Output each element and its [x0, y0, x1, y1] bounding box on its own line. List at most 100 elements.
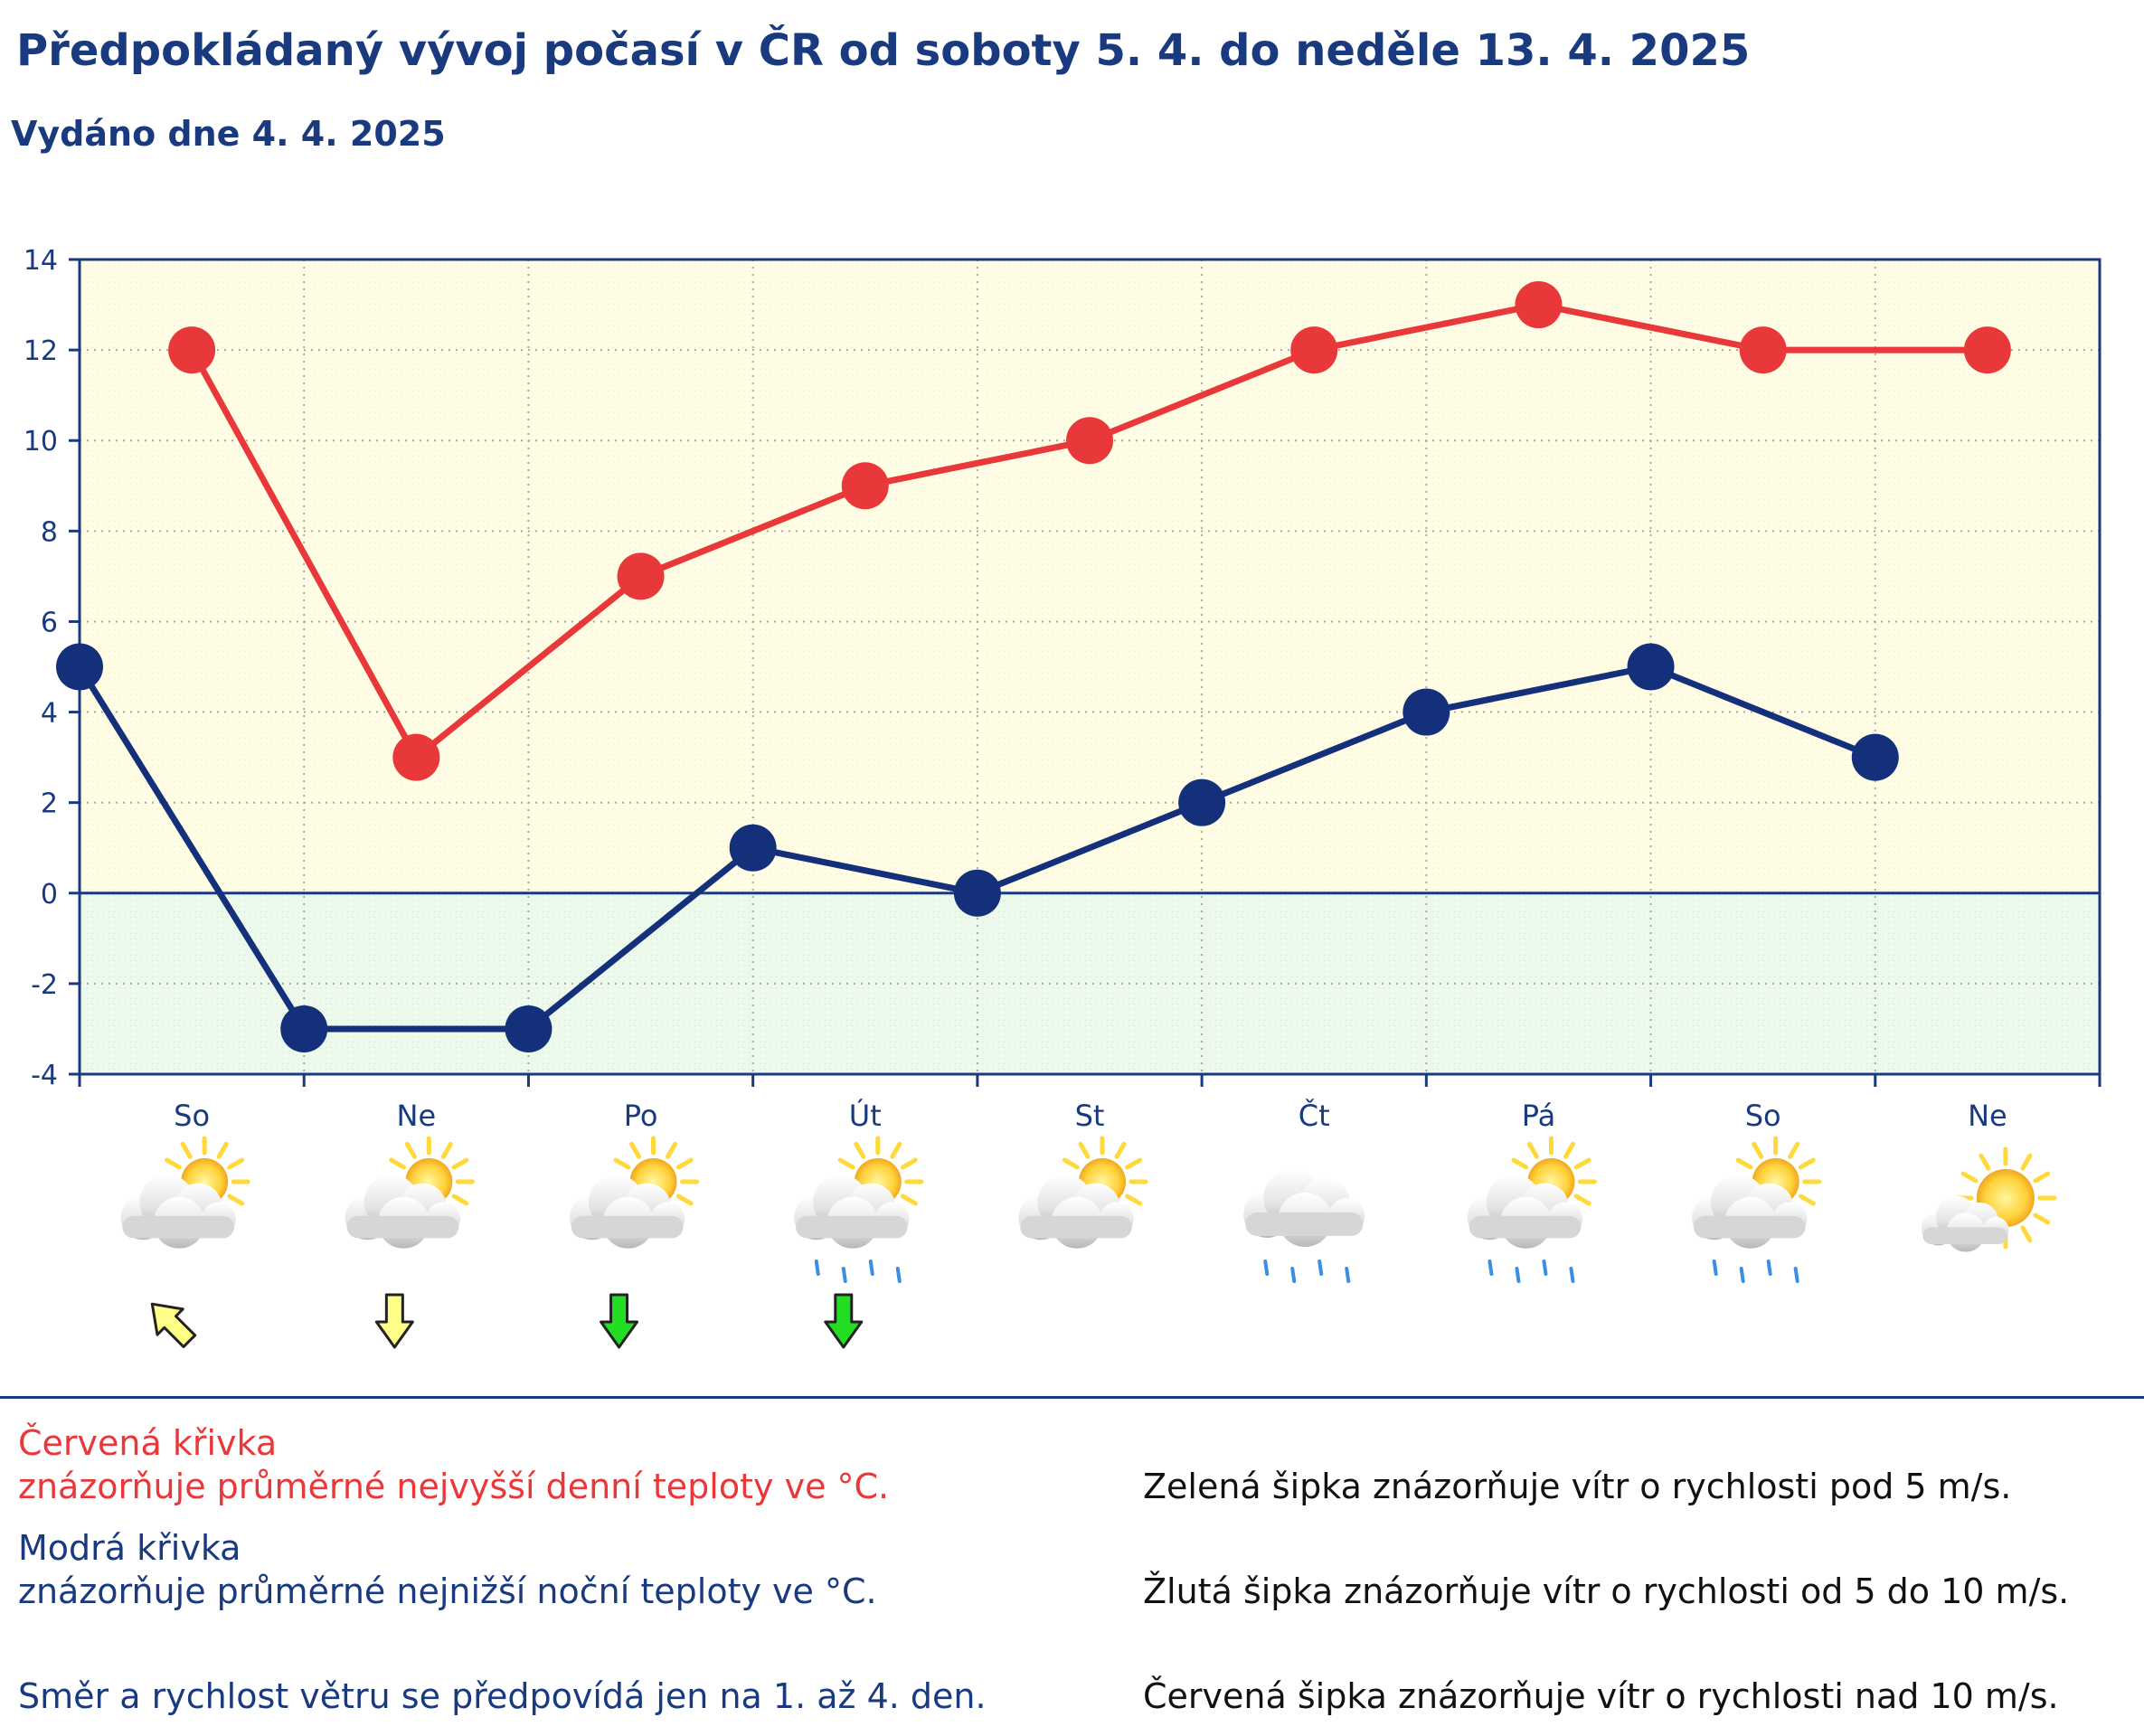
- legend-green-arrow: Zelená šipka znázorňuje vítr o rychlosti…: [1143, 1467, 2012, 1506]
- max-temp-point: [1515, 281, 1563, 329]
- partly-cloudy-icon: [569, 1136, 700, 1249]
- day-label: Čt: [1299, 1098, 1330, 1133]
- sun-ray: [675, 1157, 694, 1170]
- rain-drop: [1739, 1267, 1745, 1283]
- sun-ray: [1573, 1194, 1591, 1206]
- max-temp-point: [617, 552, 665, 600]
- page-title: Předpokládaný vývoj počasí v ČR od sobot…: [16, 25, 1751, 76]
- rain-drop: [1712, 1260, 1718, 1276]
- rain-drop: [1345, 1267, 1351, 1283]
- min-temp-point: [1403, 688, 1450, 736]
- temperature-chart: -4 -2 0 2 4 6 8 10 12 14 So Ne Po Út St Čt Pá So Ne: [24, 245, 2101, 1349]
- max-temp-point: [1290, 326, 1338, 374]
- min-temp-point: [729, 824, 777, 872]
- sun-ray: [900, 1157, 918, 1170]
- series-lines: [56, 281, 2011, 1052]
- y-tick-label: 4: [41, 698, 58, 730]
- rain-drop: [1569, 1267, 1575, 1283]
- wind-arrow-green: [824, 1293, 864, 1349]
- sun-ray: [613, 1157, 631, 1170]
- y-tick-label: -2: [31, 969, 58, 1001]
- y-tick-label: 0: [41, 879, 58, 910]
- max-temp-point: [841, 462, 889, 510]
- legend-blue-title: Modrá křivka: [18, 1528, 241, 1568]
- partly-cloudy-icon: [120, 1136, 250, 1249]
- legend-yellow-arrow: Žlutá šipka znázorňuje vítr o rychlosti …: [1143, 1571, 2070, 1611]
- sun-ray: [227, 1157, 245, 1170]
- legend-red-arrow: Červená šipka znázorňuje vítr o rychlost…: [1143, 1676, 2059, 1716]
- arrow-shape: [600, 1293, 639, 1349]
- sun-ray: [451, 1194, 469, 1206]
- sun-ray: [1526, 1141, 1539, 1159]
- cloud-base: [1922, 1227, 2007, 1245]
- sun-ray: [837, 1157, 855, 1170]
- sun-ray: [1062, 1157, 1080, 1170]
- sun-ray: [1078, 1141, 1091, 1159]
- max-temp-point: [1066, 417, 1113, 465]
- day-label: So: [174, 1099, 210, 1133]
- legend-red-title: Červená křivka: [18, 1423, 278, 1463]
- max-temp-point: [1963, 326, 2011, 374]
- mostly-sunny-icon: [1921, 1146, 2057, 1252]
- sun-ray: [227, 1194, 245, 1206]
- sun-ray: [2020, 1153, 2033, 1171]
- cloud-base: [1469, 1215, 1582, 1239]
- day-label: St: [1075, 1099, 1105, 1133]
- arrow-shape: [824, 1293, 864, 1349]
- rain-drop: [1290, 1267, 1297, 1283]
- sun-ray: [2033, 1212, 2051, 1225]
- sun-ray: [1979, 1153, 1991, 1171]
- cloudy-rain-icon: [1243, 1169, 1365, 1283]
- day-label: Po: [624, 1099, 658, 1133]
- rain-drop: [1488, 1260, 1494, 1276]
- sun-ray: [629, 1141, 642, 1159]
- sun-ray: [1735, 1157, 1753, 1170]
- legend-red-desc: znázorňuje průměrné nejvyšší denní teplo…: [18, 1467, 890, 1506]
- partly-cloudy-rain-icon: [794, 1136, 924, 1283]
- day-labels: So Ne Po Út St Čt Pá So Ne: [174, 1098, 2007, 1133]
- min-temp-point: [953, 869, 1001, 917]
- sun-ray: [1798, 1157, 1816, 1170]
- max-temp-point: [1739, 326, 1787, 374]
- rain-drop: [1515, 1267, 1521, 1283]
- day-label: Ne: [397, 1099, 437, 1133]
- sun-ray: [404, 1141, 417, 1159]
- sun-ray: [890, 1141, 902, 1159]
- rain-drop: [1542, 1260, 1548, 1276]
- arrow-shape: [374, 1293, 414, 1349]
- separator-line: [0, 1396, 2144, 1399]
- y-tick-label: 14: [24, 245, 58, 277]
- sun-ray: [1573, 1157, 1591, 1170]
- sun-ray: [854, 1141, 866, 1159]
- issue-date: Vydáno dne 4. 4. 2025: [11, 114, 446, 154]
- sun-ray: [666, 1141, 678, 1159]
- wind-arrow-green: [600, 1293, 639, 1349]
- y-tick-label: 8: [41, 516, 58, 548]
- max-temp-point: [168, 326, 216, 374]
- min-temp-point: [1178, 778, 1226, 826]
- sun-ray: [2033, 1171, 2051, 1184]
- rain-drop: [1263, 1260, 1270, 1276]
- max-temp-point: [392, 733, 440, 781]
- day-label: So: [1745, 1099, 1781, 1133]
- sun-ray: [1788, 1141, 1800, 1159]
- y-tick-label: 6: [41, 607, 58, 638]
- y-tick-label: -4: [31, 1060, 58, 1091]
- min-temp-point: [280, 1005, 328, 1052]
- min-temp-point: [1627, 643, 1675, 691]
- rain-drop: [841, 1267, 847, 1283]
- sun-ray: [1114, 1141, 1127, 1159]
- cloud-base: [1693, 1215, 1806, 1239]
- weather-icons: [120, 1136, 2057, 1283]
- y-tick-label: 10: [24, 426, 58, 458]
- sun-ray: [165, 1157, 182, 1170]
- sun-ray: [1752, 1141, 1764, 1159]
- wind-arrow-yellow: [150, 1302, 197, 1349]
- cloud-base: [1245, 1212, 1364, 1236]
- day-label: Út: [849, 1098, 882, 1133]
- sun-ray: [216, 1141, 229, 1159]
- rain-drop: [814, 1260, 820, 1276]
- min-temp-point: [1851, 733, 1899, 781]
- sun-ray: [1511, 1157, 1529, 1170]
- arrow-shape: [150, 1302, 197, 1349]
